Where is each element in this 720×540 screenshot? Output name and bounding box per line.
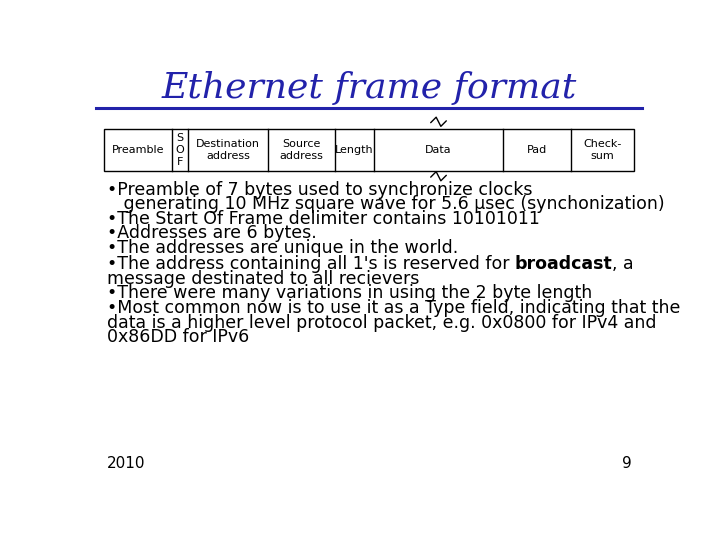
Text: 0x86DD for IPv6: 0x86DD for IPv6: [107, 328, 249, 346]
Text: Source
address: Source address: [279, 139, 323, 161]
Text: Check-
sum: Check- sum: [583, 139, 622, 161]
Text: Data: Data: [426, 145, 452, 155]
Text: message destinated to all recievers: message destinated to all recievers: [107, 270, 419, 288]
Text: broadcast: broadcast: [515, 255, 613, 273]
Text: 9: 9: [621, 456, 631, 471]
Text: •Most common now is to use it as a Type field, indicating that the: •Most common now is to use it as a Type …: [107, 299, 680, 317]
Text: Ethernet frame format: Ethernet frame format: [161, 71, 577, 105]
Text: Destination
address: Destination address: [196, 139, 260, 161]
Text: Preamble: Preamble: [112, 145, 164, 155]
Text: Pad: Pad: [527, 145, 547, 155]
Text: 2010: 2010: [107, 456, 145, 471]
Text: Length: Length: [336, 145, 374, 155]
Text: •Preamble of 7 bytes used to synchronize clocks: •Preamble of 7 bytes used to synchronize…: [107, 180, 532, 199]
Text: •There were many variations in using the 2 byte length: •There were many variations in using the…: [107, 285, 592, 302]
Text: , a: , a: [613, 255, 634, 273]
Text: •The Start Of Frame delimiter contains 10101011: •The Start Of Frame delimiter contains 1…: [107, 210, 539, 228]
Text: generating 10 MHz square wave for 5.6 μsec (synchonization): generating 10 MHz square wave for 5.6 μs…: [107, 195, 665, 213]
Text: •The addresses are unique in the world.: •The addresses are unique in the world.: [107, 239, 458, 256]
Text: data is a higher level protocol packet, e.g. 0x0800 for IPv4 and: data is a higher level protocol packet, …: [107, 314, 656, 332]
Bar: [104, 129, 634, 171]
Text: •Addresses are 6 bytes.: •Addresses are 6 bytes.: [107, 224, 317, 242]
Text: S
O
F: S O F: [176, 133, 184, 167]
Text: •The address containing all 1's is reserved for: •The address containing all 1's is reser…: [107, 255, 515, 273]
